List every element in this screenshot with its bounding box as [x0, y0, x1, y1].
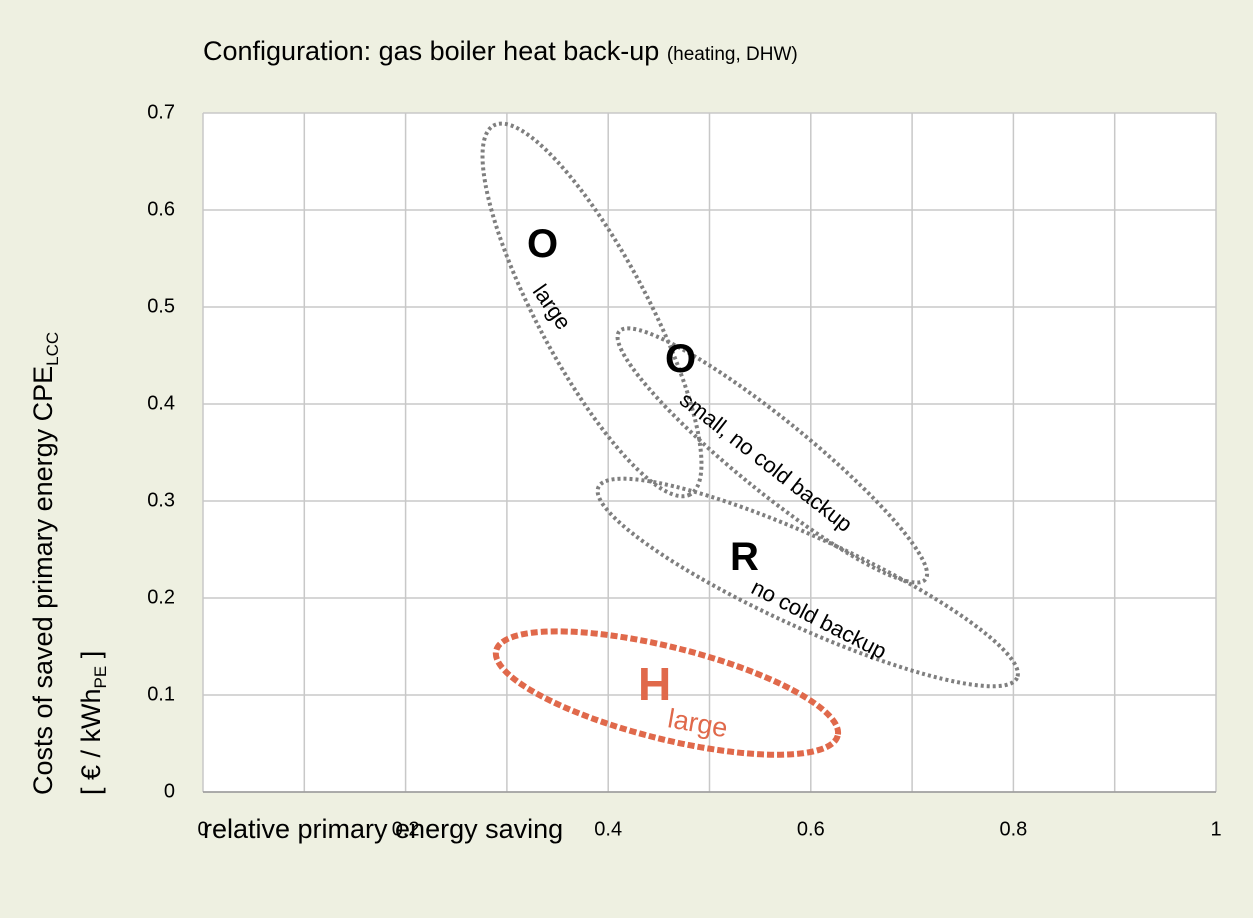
x-axis-label: relative primary energy saving	[203, 814, 563, 844]
y-axis-unit: [ € / kWhPE ]	[76, 651, 110, 795]
y-tick-label: 0.7	[147, 101, 175, 123]
region-letter: R	[730, 535, 759, 579]
y-tick-label: 0.6	[147, 198, 175, 220]
x-tick-label: 0	[197, 818, 208, 840]
title-sub: (heating, DHW)	[667, 44, 798, 65]
chart-title: Configuration: gas boiler heat back-up (…	[203, 36, 798, 66]
region-outline	[615, 326, 930, 585]
x-tick-label: 1	[1210, 818, 1221, 840]
y-axis-label: Costs of saved primary energy CPELCC	[28, 332, 62, 795]
region-letter: O	[665, 337, 696, 381]
region-letter: H	[638, 658, 671, 710]
x-tick-label: 0.8	[999, 818, 1027, 840]
region-outline	[480, 121, 704, 499]
y-tick-label: 0.3	[147, 489, 175, 511]
unit-main: [ € / kWh	[76, 688, 106, 795]
x-tick-label: 0.6	[797, 818, 825, 840]
title-main: Configuration: gas boiler heat back-up	[203, 36, 659, 66]
region-outline	[595, 476, 1020, 689]
y-tick-label: 0.2	[147, 586, 175, 608]
x-tick-label: 0.2	[392, 818, 420, 840]
region-outline	[492, 628, 842, 758]
y-label-main: Costs of saved primary energy CPE	[28, 366, 58, 795]
y-tick-label: 0.5	[147, 295, 175, 317]
region-letter: O	[527, 222, 558, 266]
y-tick-label: 0.1	[147, 683, 175, 705]
y-tick-label: 0	[164, 780, 175, 802]
x-tick-label: 0.4	[594, 818, 622, 840]
y-label-sub: LCC	[43, 332, 62, 366]
unit-end: ]	[76, 651, 106, 666]
unit-sub: PE	[91, 666, 110, 689]
y-tick-label: 0.4	[147, 392, 175, 414]
